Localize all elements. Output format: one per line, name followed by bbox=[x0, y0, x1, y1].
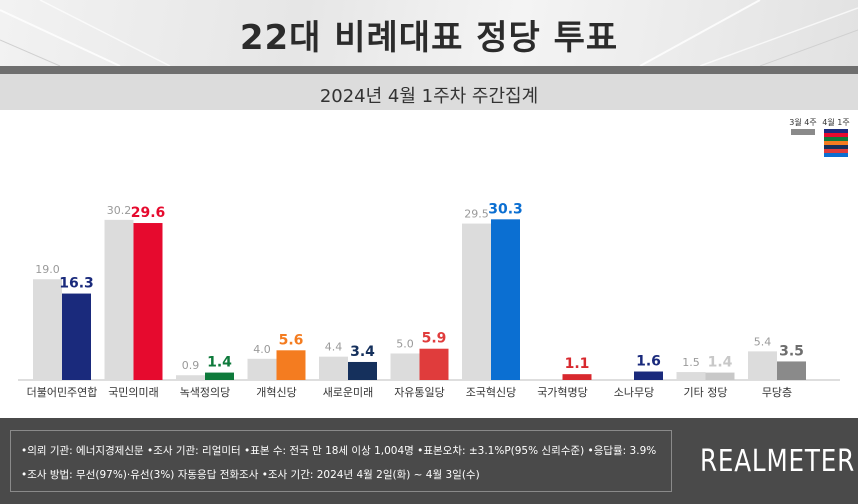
category-label-6: 조국혁신당 bbox=[466, 386, 517, 399]
bar-prev-0 bbox=[33, 279, 62, 380]
value-label-prev-3: 4.0 bbox=[253, 343, 271, 356]
bar-prev-9 bbox=[676, 372, 706, 380]
value-label-curr-6: 30.3 bbox=[488, 201, 523, 217]
footer-survey-info: •의뢰 기관: 에너지경제신문 •조사 기관: 리얼미터 •표본 수: 전국 만… bbox=[21, 445, 657, 457]
bar-prev-1 bbox=[104, 219, 134, 380]
legend-curr-swatch-3 bbox=[824, 141, 848, 145]
title-band: 22대 비례대표 정당 투표 bbox=[0, 0, 858, 66]
value-label-prev-2: 0.9 bbox=[182, 359, 200, 372]
bar-prev-2 bbox=[176, 375, 205, 380]
value-label-curr-5: 5.9 bbox=[422, 331, 447, 347]
value-label-prev-6: 29.5 bbox=[464, 208, 489, 221]
bar-prev-4 bbox=[319, 356, 348, 380]
value-label-prev-1: 30.2 bbox=[107, 204, 132, 217]
legend-curr-swatch-4 bbox=[824, 145, 848, 149]
bar-prev-3 bbox=[247, 358, 277, 380]
bar-prev-6 bbox=[462, 223, 491, 380]
legend-curr-swatch-6 bbox=[824, 153, 848, 157]
bar-curr-1 bbox=[133, 223, 163, 380]
bar-curr-2 bbox=[205, 372, 234, 380]
legend-curr-swatch-2 bbox=[824, 137, 848, 141]
page-subtitle: 2024년 4월 1주차 주간집계 bbox=[319, 86, 539, 107]
footer-method-info: •조사 방법: 무선(97%)·유선(3%) 자동응답 전화조사 •조사 기간:… bbox=[21, 469, 480, 481]
category-label-9: 기타 정당 bbox=[684, 386, 728, 399]
category-label-5: 자유통일당 bbox=[394, 385, 445, 399]
subtitle-band: 2024년 4월 1주차 주간집계 bbox=[0, 74, 858, 110]
value-label-curr-0: 16.3 bbox=[59, 276, 94, 292]
value-label-curr-8: 1.6 bbox=[636, 354, 661, 370]
category-label-0: 더불어민주연합 bbox=[27, 386, 98, 399]
legend-prev-swatch bbox=[791, 129, 815, 135]
category-label-10: 무당층 bbox=[762, 386, 792, 399]
title-decoration bbox=[0, 0, 858, 66]
category-label-3: 개혁신당 bbox=[256, 386, 296, 399]
bar-curr-5 bbox=[419, 348, 449, 380]
labels-group: 19.016.3 더불어민주연합 30.2 29.6 국민의미래 0.9 1.4 녹색정의당 4… bbox=[27, 201, 804, 399]
footer-info-box: •의뢰 기관: 에너지경제신문 •조사 기관: 리얼미터 •표본 수: 전국 만… bbox=[10, 430, 672, 492]
value-label-prev-4: 4.4 bbox=[325, 341, 343, 354]
bar-curr-7 bbox=[562, 374, 592, 380]
bars-group bbox=[33, 219, 806, 380]
bar-prev-5 bbox=[390, 353, 420, 380]
value-label-curr-7: 1.1 bbox=[565, 356, 590, 372]
legend-curr-swatch-0 bbox=[824, 129, 848, 133]
category-label-1: 국민의미래 bbox=[108, 386, 159, 399]
bar-curr-8 bbox=[634, 371, 663, 380]
value-label-curr-1: 29.6 bbox=[131, 205, 166, 221]
bar-curr-3 bbox=[276, 350, 306, 380]
category-label-2: 녹색정의당 bbox=[180, 386, 231, 399]
bar-curr-6 bbox=[491, 219, 520, 380]
value-label-prev-9: 1.5 bbox=[682, 356, 700, 369]
value-label-curr-3: 5.6 bbox=[279, 332, 304, 348]
page-title: 22대 비례대표 정당 투표 bbox=[239, 18, 619, 58]
bar-curr-10 bbox=[777, 361, 806, 380]
bar-prev-10 bbox=[748, 351, 777, 380]
category-label-8: 소나무당 bbox=[614, 386, 654, 399]
legend: 3월 4주 4월 1주 bbox=[789, 117, 850, 157]
bar-curr-0 bbox=[62, 293, 91, 380]
value-label-prev-0: 19.0 bbox=[35, 263, 60, 276]
value-label-curr-9: 1.4 bbox=[708, 355, 733, 371]
legend-curr-swatch-5 bbox=[824, 149, 848, 153]
bar-chart: 3월 4주 4월 1주 19.016.3 더불어민주연합 30.2 29.6 국민의미래… bbox=[18, 117, 850, 399]
legend-curr-swatches bbox=[824, 129, 848, 157]
title-divider bbox=[0, 66, 858, 74]
category-label-4: 새로운미래 bbox=[323, 386, 374, 399]
legend-prev-label: 3월 4주 bbox=[789, 117, 816, 127]
footer: •의뢰 기관: 에너지경제신문 •조사 기관: 리얼미터 •표본 수: 전국 만… bbox=[0, 418, 858, 504]
value-label-prev-5: 5.0 bbox=[396, 337, 414, 350]
value-label-curr-2: 1.4 bbox=[207, 355, 232, 371]
bar-curr-9 bbox=[705, 372, 735, 380]
bar-curr-4 bbox=[348, 361, 377, 380]
legend-curr-swatch-1 bbox=[824, 133, 848, 137]
legend-curr-label: 4월 1주 bbox=[822, 117, 849, 127]
brand-logo: REALMETER bbox=[700, 444, 855, 479]
value-label-prev-10: 5.4 bbox=[754, 335, 772, 348]
category-label-7: 국가혁명당 bbox=[537, 386, 588, 399]
value-label-curr-4: 3.4 bbox=[350, 344, 375, 360]
value-label-curr-10: 3.5 bbox=[779, 343, 804, 359]
